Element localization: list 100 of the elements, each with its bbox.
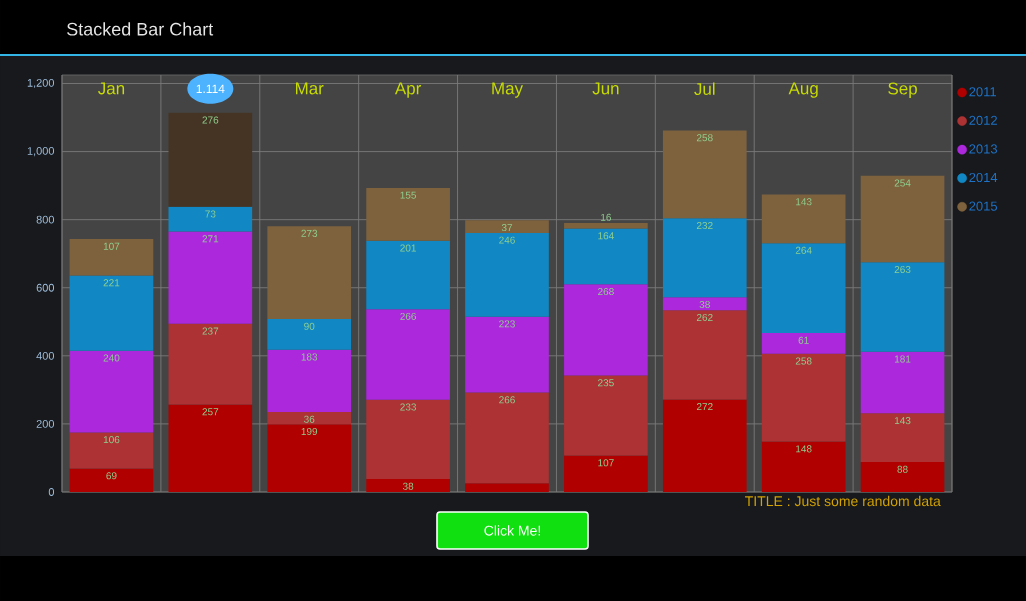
bar [564, 284, 648, 376]
x-tick-label: Apr [394, 82, 422, 98]
data-label: 246 [499, 236, 515, 244]
data-label: 38 [402, 482, 414, 490]
y-tick-label: 200 [36, 420, 55, 428]
data-label: 235 [598, 379, 614, 387]
data-label: 16 [601, 213, 612, 221]
legend-label: 2014 [969, 172, 998, 183]
data-label: 272 [696, 403, 713, 411]
bar [267, 411, 352, 425]
data-label: 201 [400, 244, 416, 252]
bar [366, 240, 450, 310]
data-label: 164 [598, 232, 614, 240]
data-label: 232 [696, 222, 713, 230]
bar [662, 218, 747, 298]
chart-title: Stacked Bar Chart [67, 22, 214, 36]
bar [465, 232, 549, 317]
data-label: 73 [205, 210, 216, 218]
bar [267, 424, 352, 492]
legend-label: 2011 [969, 87, 997, 97]
bar [564, 455, 648, 492]
bar [69, 432, 154, 469]
bar [168, 404, 253, 492]
data-label: 90 [304, 322, 315, 330]
bar [366, 399, 450, 480]
data-label: 183 [301, 353, 318, 361]
bar [860, 351, 945, 414]
y-tick-label: 1,000 [27, 147, 55, 157]
data-label: 262 [696, 313, 713, 321]
y-tick-label: 400 [36, 351, 55, 360]
bar [860, 175, 945, 263]
data-label: 264 [795, 246, 812, 254]
bar [366, 479, 450, 492]
data-label: 254 [894, 179, 911, 187]
annotation: 1.114 [196, 84, 225, 93]
data-label: 69 [106, 472, 117, 480]
data-label: 268 [598, 288, 614, 296]
bar [168, 112, 253, 207]
data-label: 266 [400, 312, 417, 320]
bar [761, 243, 846, 334]
data-label: 266 [499, 396, 515, 404]
bar [69, 275, 154, 351]
data-label: 258 [795, 357, 812, 365]
data-label: 263 [894, 265, 911, 273]
data-label: 143 [894, 417, 911, 425]
bar [761, 333, 846, 354]
data-label: 221 [103, 279, 120, 287]
bar [564, 228, 648, 285]
bar [267, 349, 352, 412]
data-label: 276 [202, 116, 219, 124]
bar [662, 130, 747, 219]
bar [267, 226, 352, 320]
text: Click Me! [484, 525, 540, 536]
data-label: 273 [301, 229, 318, 237]
x-tick-label: Mar [295, 82, 324, 95]
data-label: 181 [894, 355, 911, 363]
data-label: 271 [202, 235, 219, 243]
bar [267, 319, 352, 350]
legend-label: 2013 [969, 144, 998, 154]
data-label: 36 [304, 415, 315, 423]
bar [860, 462, 945, 492]
data-label: 155 [400, 191, 417, 199]
bar [662, 399, 747, 492]
data-label: 38 [699, 300, 710, 309]
bar [168, 323, 253, 405]
bar [761, 353, 846, 442]
data-label: 143 [796, 198, 812, 206]
bar [168, 231, 253, 324]
bar [465, 483, 549, 492]
bar [465, 316, 549, 393]
bar [662, 297, 747, 311]
bar [860, 262, 945, 352]
x-tick-label: Jul [694, 82, 715, 96]
bar [69, 468, 154, 492]
y-tick-label: 800 [36, 215, 55, 224]
data-label: 37 [501, 224, 513, 232]
data-label: 61 [798, 336, 809, 344]
data-label: 88 [897, 465, 908, 473]
bar [761, 441, 846, 492]
data-label: 240 [103, 354, 120, 362]
data-label: 237 [202, 327, 219, 335]
data-label: 107 [103, 242, 120, 250]
bar [564, 223, 648, 229]
bar [69, 239, 154, 276]
bar [366, 188, 450, 241]
data-label: 257 [202, 408, 219, 416]
x-tick-label: May [492, 82, 524, 98]
data-label: 258 [696, 134, 713, 142]
bar [366, 309, 450, 400]
data-label: 148 [796, 445, 812, 453]
data-label: 233 [400, 403, 417, 411]
bar [564, 375, 648, 456]
bar [69, 350, 154, 433]
data-label: 107 [598, 459, 614, 467]
bar [465, 220, 549, 233]
y-tick-label: 0 [48, 488, 55, 496]
bar [168, 206, 253, 232]
x-tick-label: Jan [98, 82, 125, 95]
y-tick-label: 600 [36, 283, 55, 292]
bar [860, 413, 945, 463]
